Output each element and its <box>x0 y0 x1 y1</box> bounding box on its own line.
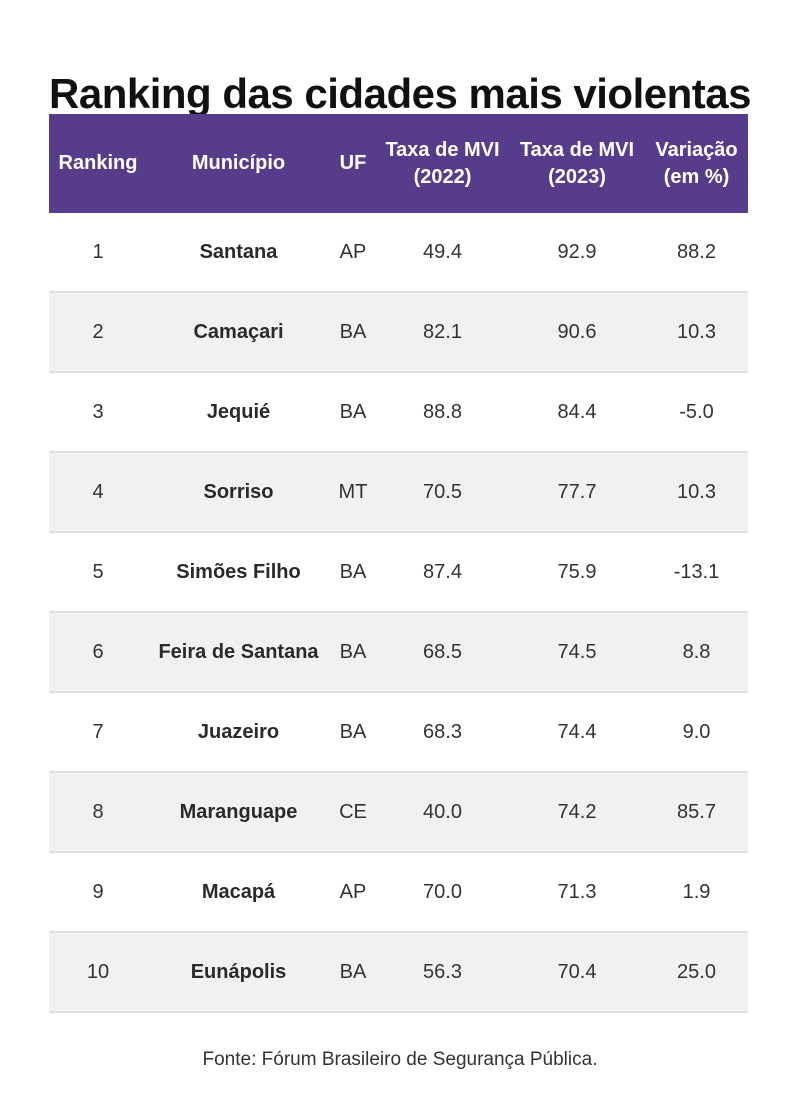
cell-municipio: Maranguape <box>147 772 330 853</box>
header-taxa-2023: Taxa de MVI (2023) <box>509 114 645 213</box>
cell-uf: BA <box>330 612 376 693</box>
cell-variacao: 1.9 <box>645 852 748 933</box>
header-taxa-2022-line2: (2022) <box>413 165 472 188</box>
header-ranking-label: Ranking <box>58 152 138 174</box>
cell-ranking: 8 <box>49 772 147 853</box>
cell-variacao: 25.0 <box>645 932 748 1013</box>
cell-taxa-2022: 49.4 <box>376 213 509 293</box>
header-ranking: Ranking <box>49 114 147 213</box>
cell-taxa-2023: 75.9 <box>509 532 645 613</box>
cell-municipio: Jequié <box>147 372 330 453</box>
cell-ranking: 1 <box>49 213 147 293</box>
cell-variacao: 9.0 <box>645 692 748 773</box>
cell-taxa-2023: 77.7 <box>509 452 645 533</box>
table-row: 8 Maranguape CE 40.0 74.2 85.7 <box>49 772 748 853</box>
cell-variacao: -5.0 <box>645 372 748 453</box>
header-taxa-2023-line2: (2023) <box>548 165 606 188</box>
cell-municipio: Simões Filho <box>147 532 330 613</box>
table-row: 2 Camaçari BA 82.1 90.6 10.3 <box>49 292 748 373</box>
cell-uf: BA <box>330 532 376 613</box>
header-taxa-2023-line1: Taxa de MVI <box>519 138 635 161</box>
cell-taxa-2023: 90.6 <box>509 292 645 373</box>
header-municipio-label: Município <box>191 152 286 174</box>
cell-taxa-2022: 87.4 <box>376 532 509 613</box>
cell-variacao: 85.7 <box>645 772 748 853</box>
cell-ranking: 4 <box>49 452 147 533</box>
cell-taxa-2023: 84.4 <box>509 372 645 453</box>
table-row: 3 Jequié BA 88.8 84.4 -5.0 <box>49 372 748 453</box>
cell-uf: MT <box>330 452 376 533</box>
cell-taxa-2022: 70.5 <box>376 452 509 533</box>
cell-taxa-2022: 70.0 <box>376 852 509 933</box>
header-uf-label: UF <box>339 152 367 174</box>
cell-taxa-2022: 68.5 <box>376 612 509 693</box>
cell-ranking: 7 <box>49 692 147 773</box>
cell-municipio: Sorriso <box>147 452 330 533</box>
cell-municipio: Santana <box>147 213 330 293</box>
cell-taxa-2023: 71.3 <box>509 852 645 933</box>
table-row: 10 Eunápolis BA 56.3 70.4 25.0 <box>49 932 748 1013</box>
cell-ranking: 3 <box>49 372 147 453</box>
cell-uf: BA <box>330 292 376 373</box>
cell-uf: AP <box>330 852 376 933</box>
cell-ranking: 9 <box>49 852 147 933</box>
table-row: 7 Juazeiro BA 68.3 74.4 9.0 <box>49 692 748 773</box>
table-body: 1 Santana AP 49.4 92.9 88.2 2 Camaçari B… <box>49 213 748 1013</box>
cell-municipio: Juazeiro <box>147 692 330 773</box>
header-row: Ranking Município UF Taxa de MVI (2022) … <box>49 114 748 213</box>
cell-municipio: Feira de Santana <box>147 612 330 693</box>
table-row: 1 Santana AP 49.4 92.9 88.2 <box>49 213 748 293</box>
cell-variacao: 88.2 <box>645 213 748 293</box>
cell-ranking: 5 <box>49 532 147 613</box>
cell-municipio: Macapá <box>147 852 330 933</box>
header-variacao-line1: Variação <box>655 138 738 161</box>
header-variacao: Variação (em %) <box>645 114 748 213</box>
header-taxa-2022-line1: Taxa de MVI <box>385 138 500 161</box>
cell-variacao: 10.3 <box>645 292 748 373</box>
header-variacao-line2: (em %) <box>663 165 730 188</box>
cell-taxa-2023: 74.5 <box>509 612 645 693</box>
cell-variacao: -13.1 <box>645 532 748 613</box>
cell-taxa-2023: 70.4 <box>509 932 645 1013</box>
table-row: 4 Sorriso MT 70.5 77.7 10.3 <box>49 452 748 533</box>
cell-uf: BA <box>330 372 376 453</box>
ranking-table: Ranking Município UF Taxa de MVI (2022) … <box>49 114 748 1013</box>
cell-taxa-2023: 92.9 <box>509 213 645 293</box>
table-row: 5 Simões Filho BA 87.4 75.9 -13.1 <box>49 532 748 613</box>
cell-taxa-2023: 74.4 <box>509 692 645 773</box>
cell-uf: CE <box>330 772 376 853</box>
cell-taxa-2022: 82.1 <box>376 292 509 373</box>
cell-taxa-2022: 56.3 <box>376 932 509 1013</box>
source-note: Fonte: Fórum Brasileiro de Segurança Púb… <box>202 1049 598 1070</box>
table-row: 9 Macapá AP 70.0 71.3 1.9 <box>49 852 748 933</box>
cell-variacao: 10.3 <box>645 452 748 533</box>
cell-uf: AP <box>330 213 376 293</box>
table-header: Ranking Município UF Taxa de MVI (2022) … <box>49 114 748 213</box>
page-title: Ranking das cidades mais violentas <box>49 70 751 118</box>
header-uf: UF <box>330 114 376 213</box>
header-taxa-2022: Taxa de MVI (2022) <box>376 114 509 213</box>
cell-ranking: 10 <box>49 932 147 1013</box>
header-municipio: Município <box>147 114 330 213</box>
cell-uf: BA <box>330 932 376 1013</box>
cell-variacao: 8.8 <box>645 612 748 693</box>
cell-taxa-2023: 74.2 <box>509 772 645 853</box>
cell-taxa-2022: 68.3 <box>376 692 509 773</box>
cell-uf: BA <box>330 692 376 773</box>
cell-ranking: 2 <box>49 292 147 373</box>
cell-municipio: Camaçari <box>147 292 330 373</box>
cell-ranking: 6 <box>49 612 147 693</box>
table-row: 6 Feira de Santana BA 68.5 74.5 8.8 <box>49 612 748 693</box>
cell-taxa-2022: 40.0 <box>376 772 509 853</box>
cell-taxa-2022: 88.8 <box>376 372 509 453</box>
cell-municipio: Eunápolis <box>147 932 330 1013</box>
